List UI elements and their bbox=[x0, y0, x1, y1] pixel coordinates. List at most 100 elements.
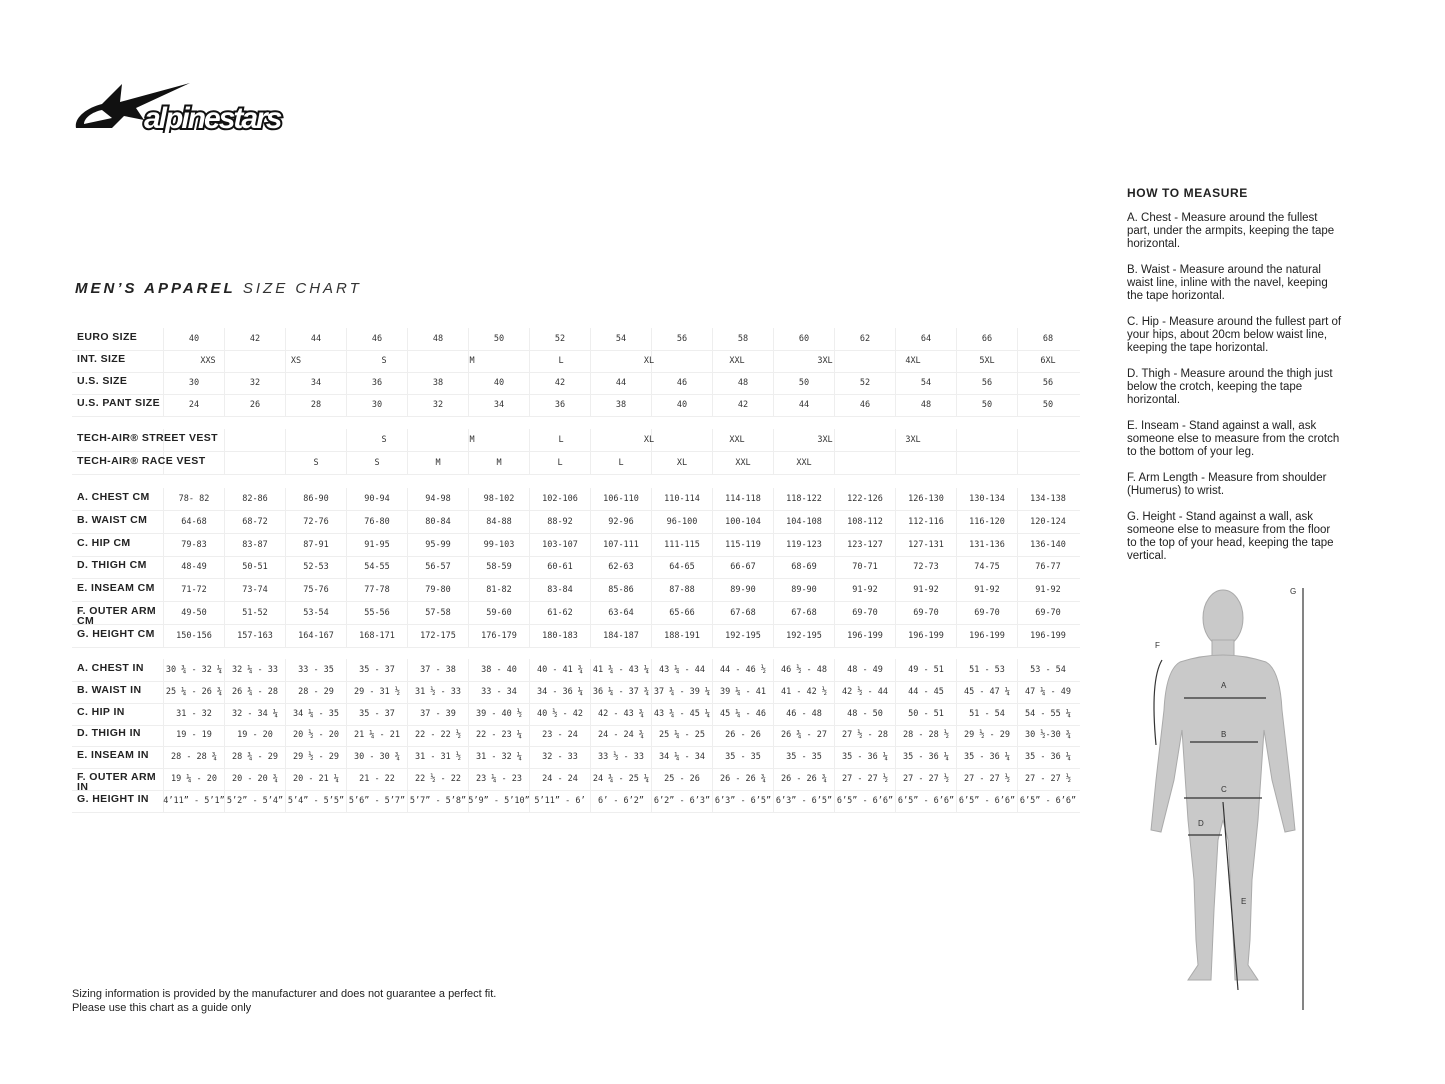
disclaimer-line: Please use this chart as a guide only bbox=[72, 1002, 252, 1014]
grid-line bbox=[346, 452, 347, 474]
size-row: EURO SIZE 40 42 44 46 48 50 52 54 56 58 60 62 64 66 68 bbox=[72, 328, 1080, 351]
grid-line bbox=[834, 533, 835, 556]
table-cell: 74-75 bbox=[974, 562, 1000, 573]
cm-row: D. THIGH CM 48-49 50-51 52-53 54-55 56-57 58-5… bbox=[72, 556, 1080, 580]
table-cell: 45 ¼ - 46 bbox=[719, 708, 767, 719]
grid-line bbox=[468, 372, 469, 394]
table-cell: 6XL bbox=[1040, 356, 1056, 366]
table-cell: 91-92 bbox=[974, 585, 1000, 596]
table-cell: 28 ¾ - 29 bbox=[231, 752, 279, 763]
grid-line bbox=[285, 789, 286, 812]
grid-line bbox=[712, 394, 713, 416]
grid-line bbox=[773, 510, 774, 533]
grid-line bbox=[773, 394, 774, 416]
grid-line bbox=[224, 659, 225, 681]
table-cell: 71-72 bbox=[181, 585, 207, 596]
table-cell: 41 - 42 ½ bbox=[780, 686, 828, 697]
grid-line bbox=[895, 659, 896, 681]
grid-line bbox=[956, 556, 957, 579]
grid-line bbox=[529, 556, 530, 579]
table-cell: 65-66 bbox=[669, 608, 695, 618]
table-cell: 55-56 bbox=[364, 608, 390, 618]
table-cell: 19 - 19 bbox=[176, 730, 212, 741]
row-label: C. HIP IN bbox=[77, 705, 125, 718]
table-cell: 25 - 26 bbox=[664, 774, 700, 784]
grid-line bbox=[651, 702, 652, 725]
grid-line bbox=[773, 579, 774, 602]
grid-line bbox=[346, 789, 347, 812]
table-cell: 184-187 bbox=[603, 630, 639, 641]
grid-line bbox=[1017, 579, 1018, 602]
table-cell: 94-98 bbox=[425, 494, 451, 504]
table-cell: 25 ¼ - 25 bbox=[658, 730, 706, 741]
table-cell: 87-88 bbox=[669, 585, 695, 596]
table-cell: 82-86 bbox=[242, 494, 268, 504]
grid-line bbox=[285, 533, 286, 556]
grid-line bbox=[590, 602, 591, 624]
table-cell: L bbox=[557, 458, 563, 468]
table-cell: 19 ¼ - 20 bbox=[170, 774, 218, 784]
grid-line bbox=[407, 768, 408, 790]
table-cell: 31 - 32 bbox=[176, 708, 212, 719]
grid-line bbox=[529, 659, 530, 681]
row-label: A. CHEST CM bbox=[77, 491, 150, 503]
grid-line bbox=[529, 602, 530, 624]
table-cell: 50 bbox=[493, 334, 505, 344]
table-cell: S bbox=[313, 458, 319, 468]
in-row: F. OUTER ARM IN 19 ¼ - 20 20 - 20 ¾ 20 - 21… bbox=[72, 768, 1080, 793]
table-cell: 4XL bbox=[905, 356, 921, 366]
table-cell: 41 ¾ - 43 ¼ bbox=[592, 665, 650, 675]
table-cell: 188-191 bbox=[664, 630, 700, 641]
table-cell: 6’ - 6’2” bbox=[597, 795, 645, 806]
grid-line bbox=[834, 350, 835, 372]
table-cell: 76-80 bbox=[364, 516, 390, 527]
grid-line bbox=[468, 659, 469, 681]
table-cell: 35 - 36 ¼ bbox=[902, 752, 950, 763]
grid-line bbox=[956, 350, 957, 372]
table-cell: 72-76 bbox=[303, 516, 329, 527]
figure-label-g: G bbox=[1290, 587, 1296, 596]
table-cell: 40 bbox=[493, 378, 505, 388]
grid-line bbox=[346, 579, 347, 602]
grid-line bbox=[224, 789, 225, 812]
how-to-measure: HOW TO MEASURE A. Chest - Measure around… bbox=[1127, 187, 1342, 576]
table-cell: 31 - 31 ½ bbox=[414, 752, 462, 763]
table-cell: XL bbox=[676, 458, 688, 468]
grid-line bbox=[407, 372, 408, 394]
table-cell: 68 bbox=[1042, 334, 1054, 344]
table-cell: 91-92 bbox=[913, 585, 939, 596]
table-cell: 126-130 bbox=[908, 494, 944, 504]
row-label: F. OUTER ARM IN bbox=[77, 771, 157, 793]
table-cell: XXL bbox=[735, 458, 751, 468]
table-cell: 26 - 26 bbox=[725, 730, 761, 741]
table-cell: 72-73 bbox=[913, 562, 939, 573]
row-label: G. HEIGHT IN bbox=[77, 792, 149, 805]
grid-line bbox=[163, 789, 164, 812]
grid-line bbox=[285, 350, 286, 372]
grid-line bbox=[224, 768, 225, 790]
grid-line bbox=[834, 394, 835, 416]
grid-line bbox=[224, 602, 225, 624]
grid-line bbox=[224, 724, 225, 747]
table-cell: 90-94 bbox=[364, 494, 390, 504]
disclaimer: Sizing information is provided by the ma… bbox=[72, 987, 496, 1015]
grid-line bbox=[1017, 533, 1018, 556]
table-cell: 60-61 bbox=[547, 562, 573, 573]
grid-line bbox=[346, 510, 347, 533]
grid-line bbox=[285, 768, 286, 790]
table-cell: 44 - 46 ½ bbox=[719, 665, 767, 675]
grid-line bbox=[590, 394, 591, 416]
grid-line bbox=[651, 429, 652, 451]
grid-line bbox=[529, 746, 530, 769]
table-cell: XXL bbox=[729, 435, 745, 445]
grid-line bbox=[1017, 768, 1018, 790]
table-cell: 46 bbox=[859, 400, 871, 410]
grid-line bbox=[590, 488, 591, 510]
table-cell: 33 - 35 bbox=[298, 665, 334, 675]
grid-line bbox=[224, 452, 225, 474]
table-cell: 38 bbox=[615, 400, 627, 410]
table-cell: 5’6” - 5’7” bbox=[348, 795, 406, 806]
grid-line bbox=[163, 746, 164, 769]
grid-line bbox=[956, 429, 957, 451]
grid-line bbox=[834, 328, 835, 350]
